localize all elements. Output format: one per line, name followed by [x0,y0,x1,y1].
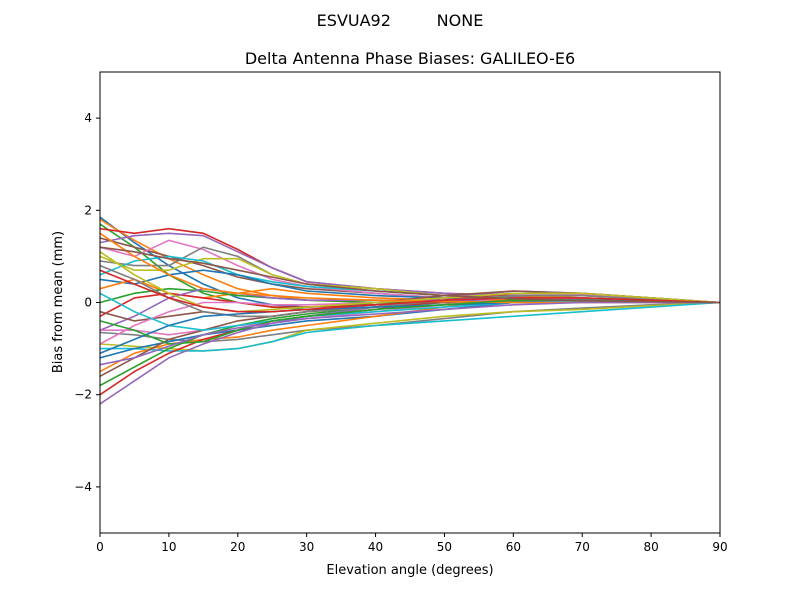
x-tick-label: 20 [230,540,245,554]
series-line-27 [99,292,721,345]
series-line-29 [99,251,721,313]
chart-title: Delta Antenna Phase Biases: GALILEO-E6 [245,49,575,68]
x-tick-label: 0 [96,540,104,554]
series-lines [99,216,721,405]
x-tick-label: 50 [437,540,452,554]
y-tick-label: 4 [84,111,92,125]
y-tick-label: 0 [84,296,92,310]
x-tick-label: 30 [299,540,314,554]
series-line-35 [99,301,720,366]
y-axis-label: Bias from mean (mm) [51,231,66,373]
x-tick-label: 90 [712,540,727,554]
x-axis-label: Elevation angle (degrees) [326,563,493,578]
figure-suptitle: ESVUA92 NONE [317,11,484,30]
series-line-34 [99,269,721,313]
x-tick-label: 80 [643,540,658,554]
x-axis: 0 10 20 30 40 50 60 70 80 90 [96,533,728,554]
series-line-36 [99,246,721,304]
series-line-8 [99,246,721,304]
x-tick-label: 10 [161,540,176,554]
x-tick-label: 40 [368,540,383,554]
y-axis: −4 −2 0 2 4 [74,111,100,494]
y-tick-label: −2 [74,388,92,402]
x-tick-label: 60 [506,540,521,554]
y-tick-label: 2 [84,203,92,217]
series-line-5 [99,232,721,304]
x-tick-label: 70 [575,540,590,554]
y-tick-label: −4 [74,480,92,494]
series-line-20 [100,301,721,352]
